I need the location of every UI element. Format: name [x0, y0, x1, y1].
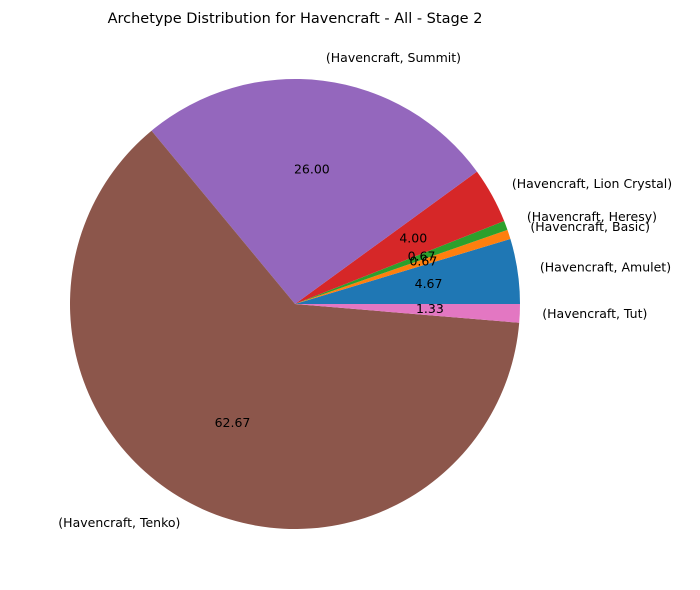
slice-label-0: (Havencraft, Amulet)	[540, 259, 671, 274]
pie-slice-1	[295, 229, 511, 304]
slice-label-3: (Havencraft, Lion Crystal)	[512, 176, 672, 191]
slice-value-3: 4.00	[399, 230, 427, 245]
pie-slice-3	[295, 171, 505, 304]
slice-labels: (Havencraft, Amulet)(Havencraft, Basic)(…	[58, 50, 672, 530]
slice-value-2: 0.67	[408, 248, 436, 263]
chart-title: Archetype Distribution for Havencraft - …	[108, 11, 483, 27]
slice-value-1: 0.67	[409, 254, 437, 269]
slice-value-6: 1.33	[416, 301, 444, 316]
pie-slice-5	[70, 130, 520, 529]
slice-label-2: (Havencraft, Heresy)	[527, 209, 657, 224]
pie-slices	[70, 79, 520, 529]
pie-slice-0	[295, 238, 520, 304]
slice-label-1: (Havencraft, Basic)	[530, 219, 650, 234]
slice-label-4: (Havencraft, Summit)	[326, 50, 461, 65]
slice-label-6: (Havencraft, Tut)	[542, 306, 647, 321]
pie-slice-4	[151, 79, 477, 304]
slice-value-5: 62.67	[215, 415, 251, 430]
slice-value-4: 26.00	[294, 162, 330, 177]
slice-label-5: (Havencraft, Tenko)	[58, 515, 180, 530]
pie-slice-2	[295, 221, 508, 304]
percentage-labels: 4.67 0.670.67 4.00 26.00 62.67 1.33	[215, 162, 444, 431]
pie-slice-6	[295, 304, 520, 323]
slice-value-0: 4.67	[415, 276, 443, 291]
